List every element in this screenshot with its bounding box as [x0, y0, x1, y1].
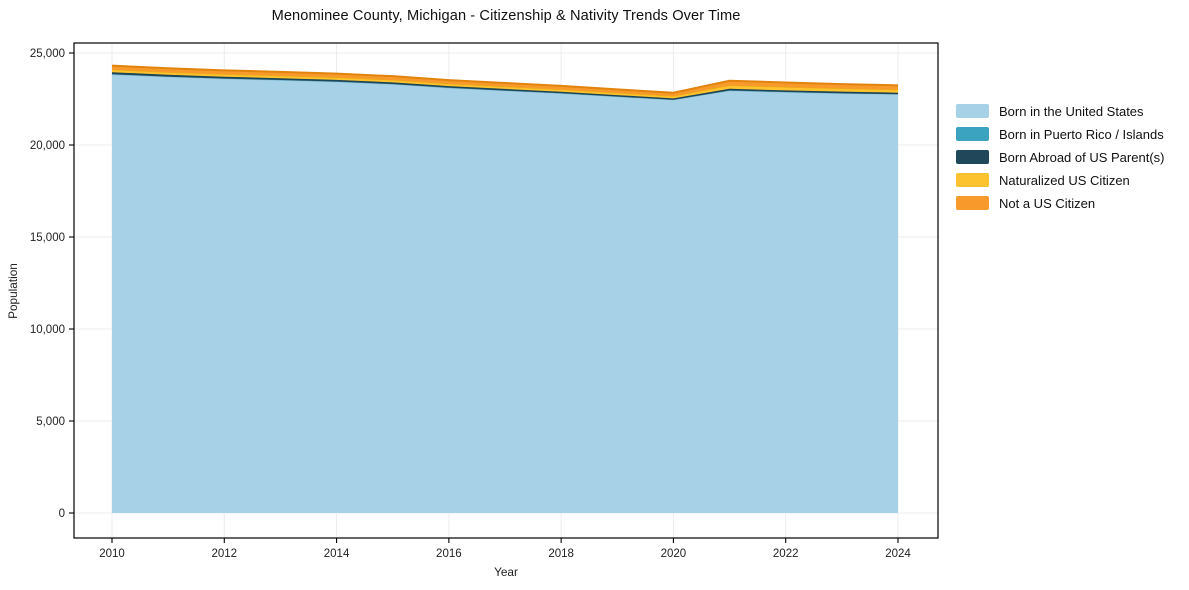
y-axis-title: Population: [6, 263, 20, 319]
x-axis-title: Year: [494, 565, 518, 579]
legend-label: Born in the United States: [999, 103, 1144, 119]
x-tick-label: 2024: [885, 548, 911, 560]
area-edge-4: [111, 64, 899, 94]
x-tick-label: 2016: [436, 548, 462, 560]
legend-swatch-icon: [956, 196, 989, 210]
chart-title: Menominee County, Michigan - Citizenship…: [271, 8, 741, 24]
legend-item-2: Born Abroad of US Parent(s): [956, 149, 1164, 165]
plot-border: [73, 42, 939, 539]
y-tick-label: 10,000: [30, 324, 65, 336]
legend-item-4: Not a US Citizen: [956, 195, 1164, 211]
legend-swatch-icon: [956, 104, 989, 118]
legend-swatch-icon: [956, 173, 989, 187]
legend: Born in the United States Born in Puerto …: [956, 103, 1164, 218]
legend-swatch-icon: [956, 150, 989, 164]
y-tick-label: 5,000: [36, 416, 65, 428]
y-tick-label: 0: [59, 508, 65, 520]
area-series-0: [112, 74, 898, 513]
y-tick-label: 20,000: [30, 140, 65, 152]
legend-swatch-icon: [956, 127, 989, 141]
legend-label: Naturalized US Citizen: [999, 172, 1130, 188]
legend-item-0: Born in the United States: [956, 103, 1164, 119]
x-tick-label: 2018: [548, 548, 574, 560]
x-tick-label: 2022: [773, 548, 799, 560]
legend-label: Born Abroad of US Parent(s): [999, 149, 1165, 165]
x-tick-label: 2014: [324, 548, 350, 560]
y-tick-label: 15,000: [30, 232, 65, 244]
x-tick-label: 2010: [99, 548, 125, 560]
legend-item-1: Born in Puerto Rico / Islands: [956, 126, 1164, 142]
x-tick-label: 2020: [661, 548, 687, 560]
legend-label: Born in Puerto Rico / Islands: [999, 126, 1164, 142]
legend-item-3: Naturalized US Citizen: [956, 172, 1164, 188]
x-tick-label: 2012: [211, 548, 237, 560]
y-tick-label: 25,000: [30, 48, 65, 60]
legend-label: Not a US Citizen: [999, 195, 1096, 211]
